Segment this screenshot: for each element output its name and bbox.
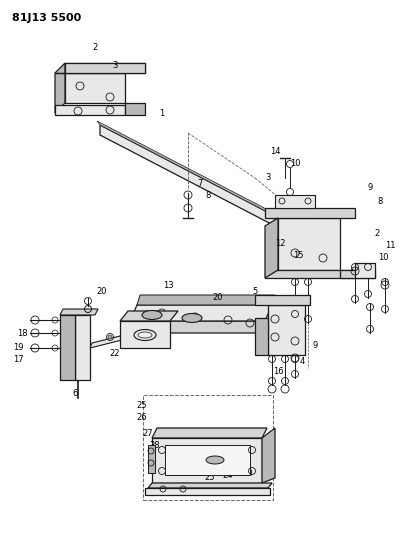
Text: 24: 24	[223, 471, 233, 480]
Text: 10: 10	[378, 254, 388, 262]
Text: 29: 29	[190, 469, 200, 478]
Text: 15: 15	[293, 251, 303, 260]
Polygon shape	[130, 321, 272, 333]
Text: 8: 8	[377, 197, 383, 206]
Text: 9: 9	[312, 341, 318, 350]
Polygon shape	[60, 315, 75, 380]
Polygon shape	[97, 121, 275, 216]
Text: 2: 2	[92, 44, 98, 52]
Polygon shape	[265, 270, 355, 278]
Text: 14: 14	[270, 147, 280, 156]
Polygon shape	[120, 321, 170, 348]
Polygon shape	[265, 208, 355, 218]
Polygon shape	[55, 63, 145, 73]
Text: 18: 18	[17, 328, 27, 337]
Text: 12: 12	[275, 238, 285, 247]
Text: 30: 30	[243, 469, 253, 478]
Polygon shape	[60, 309, 98, 315]
Bar	[143, 395, 273, 500]
Text: 26: 26	[137, 414, 147, 423]
Polygon shape	[125, 103, 145, 115]
Text: 11: 11	[385, 240, 395, 249]
Text: 25: 25	[205, 473, 215, 482]
Ellipse shape	[138, 332, 152, 338]
Polygon shape	[148, 483, 272, 488]
Polygon shape	[265, 218, 278, 278]
Text: 28: 28	[150, 441, 160, 450]
Text: 20: 20	[213, 294, 223, 303]
Polygon shape	[152, 438, 262, 483]
Polygon shape	[255, 295, 310, 305]
Text: 81J13 5500: 81J13 5500	[12, 13, 81, 23]
Text: 3: 3	[112, 61, 118, 69]
Polygon shape	[148, 445, 155, 473]
Polygon shape	[90, 333, 132, 348]
Polygon shape	[165, 445, 250, 475]
Text: 17: 17	[13, 356, 23, 365]
Polygon shape	[120, 311, 178, 321]
Text: 3: 3	[265, 173, 271, 182]
Text: 7: 7	[197, 179, 203, 188]
Polygon shape	[145, 488, 270, 495]
Polygon shape	[340, 270, 375, 278]
Text: 6: 6	[72, 389, 78, 398]
Circle shape	[108, 335, 112, 339]
Polygon shape	[75, 315, 90, 380]
Polygon shape	[268, 305, 305, 355]
Text: 19: 19	[13, 343, 23, 351]
Text: 5: 5	[252, 287, 258, 295]
Polygon shape	[65, 73, 125, 103]
Ellipse shape	[206, 456, 224, 464]
Text: 21: 21	[125, 341, 135, 350]
Text: 16: 16	[273, 367, 283, 376]
Text: 4: 4	[299, 357, 305, 366]
Ellipse shape	[134, 329, 156, 341]
Text: 20: 20	[97, 287, 107, 295]
Text: 22: 22	[110, 349, 120, 358]
Polygon shape	[262, 428, 275, 483]
Text: 27: 27	[143, 429, 153, 438]
Polygon shape	[100, 125, 275, 226]
Text: 13: 13	[163, 280, 173, 289]
Polygon shape	[55, 105, 125, 115]
Polygon shape	[65, 63, 145, 73]
Ellipse shape	[142, 311, 162, 319]
Polygon shape	[355, 263, 375, 278]
Text: 10: 10	[290, 158, 300, 167]
Polygon shape	[275, 195, 315, 208]
Polygon shape	[130, 305, 272, 321]
Ellipse shape	[182, 313, 202, 322]
Polygon shape	[152, 428, 267, 438]
Polygon shape	[255, 318, 268, 355]
Polygon shape	[137, 295, 275, 305]
Text: 9: 9	[367, 183, 373, 192]
Text: 8: 8	[205, 190, 211, 199]
Polygon shape	[55, 63, 65, 113]
Text: 23: 23	[165, 456, 175, 465]
Text: 2: 2	[374, 229, 380, 238]
Text: 1: 1	[159, 109, 165, 117]
Text: 25: 25	[137, 400, 147, 409]
Polygon shape	[278, 218, 340, 270]
